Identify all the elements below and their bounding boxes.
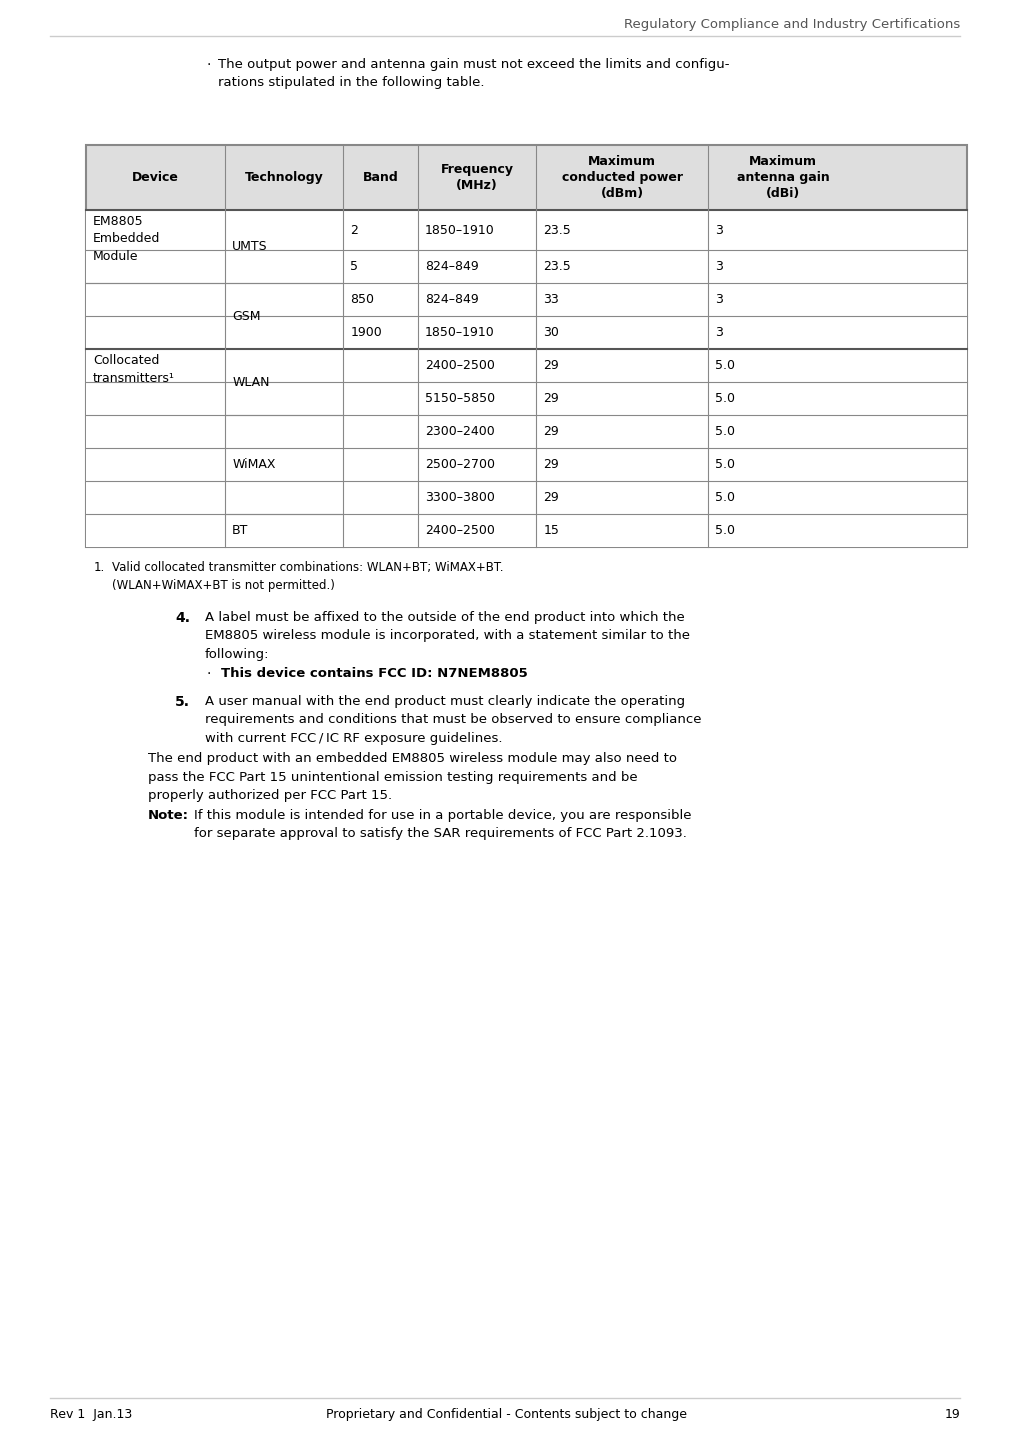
- Text: Collocated
transmitters¹: Collocated transmitters¹: [93, 354, 175, 385]
- Text: 23.5: 23.5: [543, 260, 571, 273]
- Text: 2300–2400: 2300–2400: [425, 425, 495, 438]
- Text: 3: 3: [715, 224, 723, 237]
- Text: A user manual with the end product must clearly indicate the operating
requireme: A user manual with the end product must …: [205, 696, 701, 745]
- Text: 5.0: 5.0: [715, 425, 735, 438]
- Text: 2500–2700: 2500–2700: [425, 458, 495, 471]
- Text: 5.0: 5.0: [715, 392, 735, 405]
- Bar: [86, 250, 967, 283]
- Text: 5.0: 5.0: [715, 458, 735, 471]
- Text: ·: ·: [207, 667, 212, 681]
- Text: The output power and antenna gain must not exceed the limits and configu-
ration: The output power and antenna gain must n…: [218, 58, 729, 90]
- Text: 4.: 4.: [175, 612, 190, 625]
- Text: A label must be affixed to the outside of the end product into which the
EM8805 : A label must be affixed to the outside o…: [205, 612, 690, 661]
- Text: 30: 30: [543, 325, 559, 338]
- Text: 5.0: 5.0: [715, 523, 735, 536]
- Text: 3: 3: [715, 260, 723, 273]
- Text: Maximum
antenna gain
(dBi): Maximum antenna gain (dBi): [736, 155, 830, 200]
- Text: 5.: 5.: [175, 696, 190, 709]
- Text: 29: 29: [543, 392, 559, 405]
- Text: BT: BT: [232, 523, 248, 536]
- Text: 19: 19: [944, 1408, 960, 1421]
- Text: Frequency
(MHz): Frequency (MHz): [441, 163, 514, 192]
- Text: Note:: Note:: [148, 808, 189, 821]
- Text: 23.5: 23.5: [543, 224, 571, 237]
- Text: 29: 29: [543, 425, 559, 438]
- Text: 33: 33: [543, 294, 559, 307]
- Text: Band: Band: [363, 171, 398, 184]
- Text: 1.: 1.: [94, 561, 105, 574]
- Text: 1850–1910: 1850–1910: [425, 224, 495, 237]
- Text: 5: 5: [350, 260, 359, 273]
- Text: GSM: GSM: [232, 309, 260, 322]
- Bar: [86, 145, 967, 210]
- Text: 850: 850: [350, 294, 374, 307]
- Text: Valid collocated transmitter combinations: WLAN+BT; WiMAX+BT.
(WLAN+WiMAX+BT is : Valid collocated transmitter combination…: [112, 561, 503, 591]
- Text: 3300–3800: 3300–3800: [425, 492, 495, 505]
- Text: 15: 15: [543, 523, 559, 536]
- Text: 2400–2500: 2400–2500: [425, 523, 495, 536]
- Text: Regulatory Compliance and Industry Certifications: Regulatory Compliance and Industry Certi…: [624, 17, 960, 30]
- Text: WiMAX: WiMAX: [232, 458, 276, 471]
- Bar: [86, 448, 967, 482]
- Text: Maximum
conducted power
(dBm): Maximum conducted power (dBm): [561, 155, 683, 200]
- Text: 29: 29: [543, 492, 559, 505]
- Text: 3: 3: [715, 294, 723, 307]
- Text: The end product with an embedded EM8805 wireless module may also need to
pass th: The end product with an embedded EM8805 …: [148, 752, 677, 803]
- Bar: [86, 145, 967, 547]
- Text: This device contains FCC ID: N7NEM8805: This device contains FCC ID: N7NEM8805: [221, 667, 528, 680]
- Text: 5.0: 5.0: [715, 359, 735, 372]
- Bar: [86, 317, 967, 348]
- Bar: [86, 415, 967, 448]
- Text: Technology: Technology: [245, 171, 323, 184]
- Bar: [86, 482, 967, 513]
- Text: WLAN: WLAN: [232, 376, 269, 389]
- Text: Rev 1  Jan.13: Rev 1 Jan.13: [50, 1408, 133, 1421]
- Text: Proprietary and Confidential - Contents subject to change: Proprietary and Confidential - Contents …: [325, 1408, 687, 1421]
- Bar: [86, 283, 967, 317]
- Text: 1850–1910: 1850–1910: [425, 325, 495, 338]
- Text: 29: 29: [543, 458, 559, 471]
- Text: 1900: 1900: [350, 325, 382, 338]
- Bar: [86, 348, 967, 382]
- Text: EM8805
Embedded
Module: EM8805 Embedded Module: [93, 215, 160, 263]
- Text: 824–849: 824–849: [425, 260, 479, 273]
- Text: 3: 3: [715, 325, 723, 338]
- Text: 5150–5850: 5150–5850: [425, 392, 495, 405]
- Bar: [86, 382, 967, 415]
- Text: UMTS: UMTS: [232, 240, 267, 253]
- Text: 29: 29: [543, 359, 559, 372]
- Text: Device: Device: [132, 171, 179, 184]
- Text: 5.0: 5.0: [715, 492, 735, 505]
- Bar: [86, 210, 967, 250]
- Text: ·: ·: [206, 58, 211, 72]
- Bar: [86, 513, 967, 547]
- Text: If this module is intended for use in a portable device, you are responsible
for: If this module is intended for use in a …: [194, 808, 692, 840]
- Text: 824–849: 824–849: [425, 294, 479, 307]
- Text: 2400–2500: 2400–2500: [425, 359, 495, 372]
- Text: 2: 2: [350, 224, 359, 237]
